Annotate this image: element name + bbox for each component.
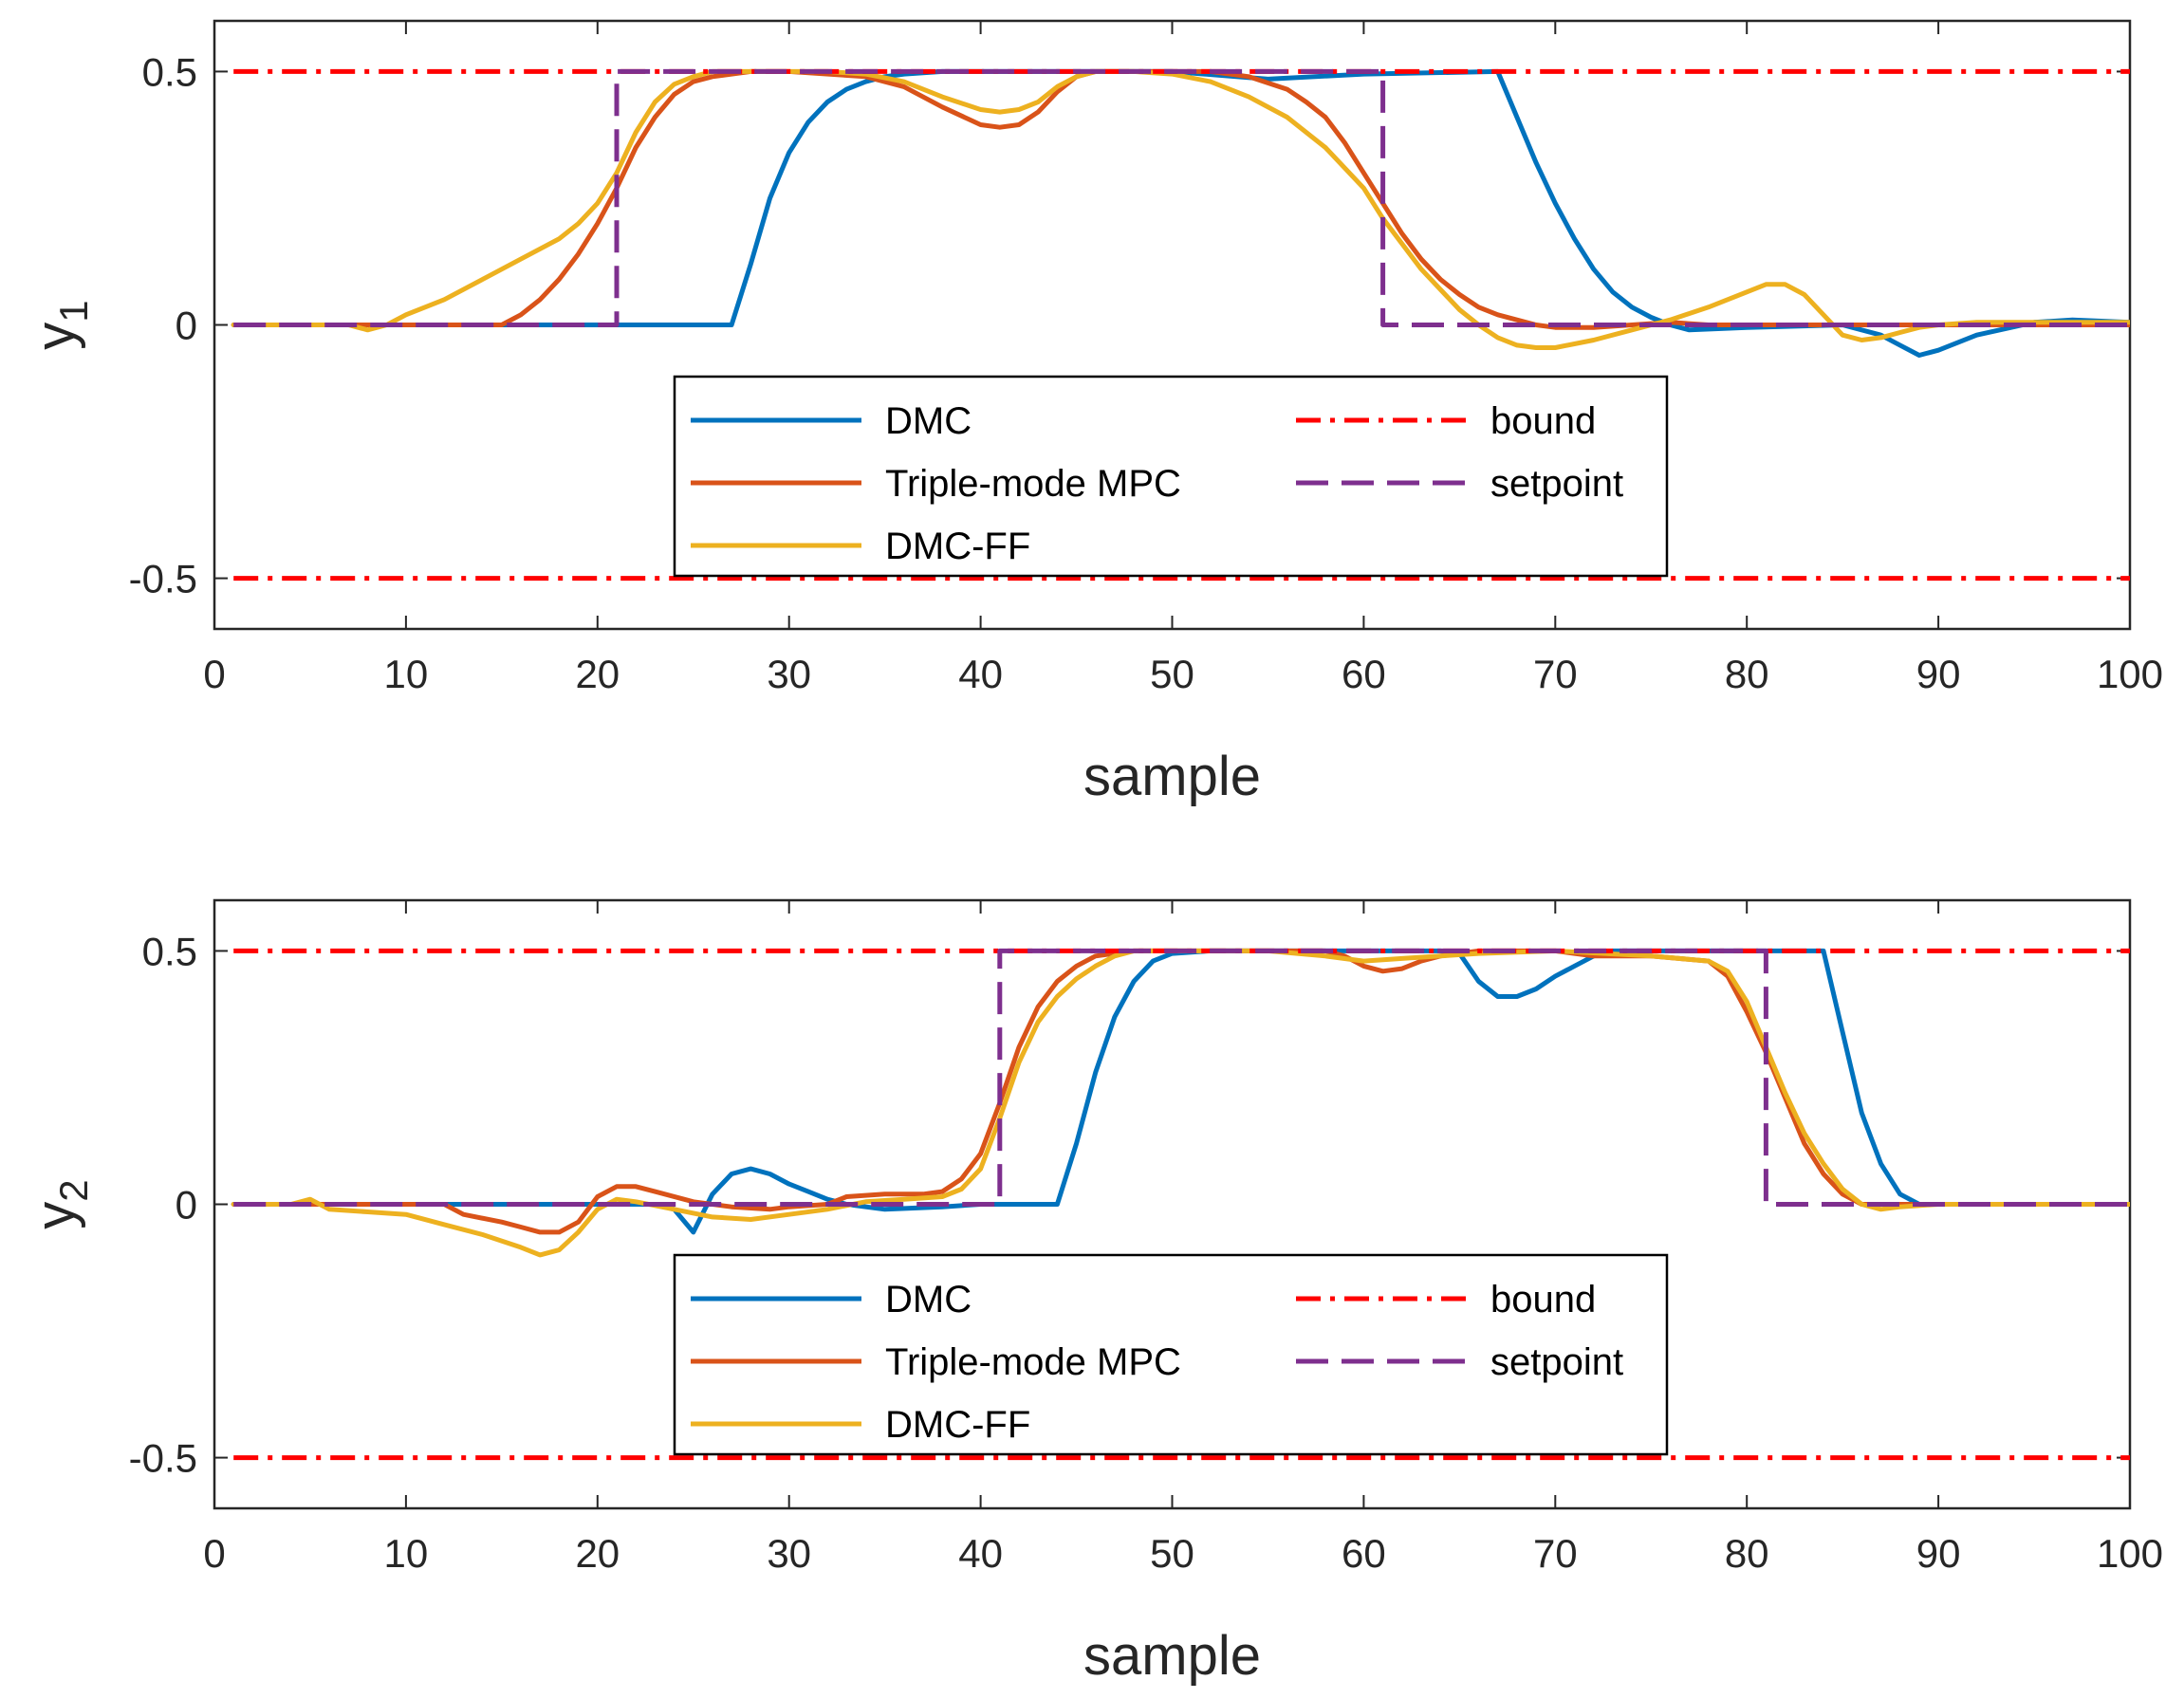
y-axis-label: y2	[25, 1179, 96, 1228]
x-tick-label: 0	[203, 1531, 225, 1576]
x-tick-label: 20	[575, 652, 620, 696]
x-tick-label: 20	[575, 1531, 620, 1576]
legend-label-bound: bound	[1490, 400, 1596, 442]
series-group	[231, 948, 2130, 1461]
legend-label-setpoint: setpoint	[1490, 463, 1623, 505]
x-tick-label: 40	[958, 1531, 1003, 1576]
series-group	[231, 68, 2130, 582]
x-tick-label: 30	[767, 1531, 811, 1576]
legend-label-setpoint: setpoint	[1490, 1341, 1623, 1383]
legend-label-triple-mode-mpc: Triple-mode MPC	[885, 1341, 1181, 1383]
y-axis-label: y1	[25, 300, 96, 349]
x-tick-label: 100	[2097, 652, 2163, 696]
legend-label-dmc-ff: DMC-FF	[885, 1404, 1030, 1446]
legend-box	[673, 1253, 1669, 1456]
y-tick-label: 0.5	[142, 49, 197, 94]
x-tick-label: 10	[384, 652, 429, 696]
y-tick-label: 0.5	[142, 929, 197, 973]
x-tick-label: 50	[1150, 652, 1194, 696]
x-tick-label: 60	[1342, 652, 1386, 696]
legend: DMC Triple-mode MPC DMC-FF bound setpoint	[673, 375, 1669, 578]
legend-label-dmc: DMC	[885, 1279, 972, 1320]
x-tick-label: 70	[1533, 1531, 1578, 1576]
series-line-triple-mode-mpc	[231, 68, 2130, 330]
series-line-dmc	[231, 68, 2130, 358]
legend-label-dmc: DMC	[885, 400, 972, 442]
legend-label-bound: bound	[1490, 1279, 1596, 1320]
x-tick-label: 30	[767, 652, 811, 696]
y-axis-label-subscript: 1	[51, 300, 96, 322]
x-tick-label: 80	[1725, 1531, 1769, 1576]
y-tick-label: -0.5	[129, 557, 197, 601]
series-line-setpoint	[233, 948, 2130, 1207]
series-line-setpoint	[233, 68, 2130, 327]
x-tick-label: 40	[958, 652, 1003, 696]
x-tick-label: 100	[2097, 1531, 2163, 1576]
legend: DMC Triple-mode MPC DMC-FF bound setpoint	[673, 1253, 1669, 1456]
x-axis-label: sample	[1083, 1625, 1261, 1687]
y-axis-label-subscript: 2	[51, 1179, 96, 1201]
legend-label-triple-mode-mpc: Triple-mode MPC	[885, 463, 1181, 505]
chart-panel-1: 0 10 20 30 40 50 60 70 80 90 100 -0.5 0 0.5 sample y1 DM…	[25, 19, 2163, 807]
series-line-dmc-ff	[231, 948, 2130, 1258]
x-tick-label: 70	[1533, 652, 1578, 696]
x-tick-label: 90	[1916, 1531, 1961, 1576]
x-tick-label: 80	[1725, 652, 1769, 696]
x-tick-label: 60	[1342, 1531, 1386, 1576]
x-axis-label: sample	[1083, 746, 1261, 807]
x-tick-label: 10	[384, 1531, 429, 1576]
y-tick-label: 0	[176, 1183, 197, 1228]
chart-panel-2: 0 10 20 30 40 50 60 70 80 90 100 -0.5 0 0.5 sample y2 DM…	[25, 898, 2163, 1687]
y-tick-label: 0	[176, 304, 197, 348]
legend-label-dmc-ff: DMC-FF	[885, 526, 1030, 567]
legend-box	[673, 375, 1669, 578]
x-tick-label: 90	[1916, 652, 1961, 696]
x-tick-label: 0	[203, 652, 225, 696]
series-line-dmc-ff	[231, 68, 2130, 350]
series-line-triple-mode-mpc	[231, 948, 2130, 1235]
x-tick-label: 50	[1150, 1531, 1194, 1576]
y-tick-label: -0.5	[129, 1436, 197, 1481]
